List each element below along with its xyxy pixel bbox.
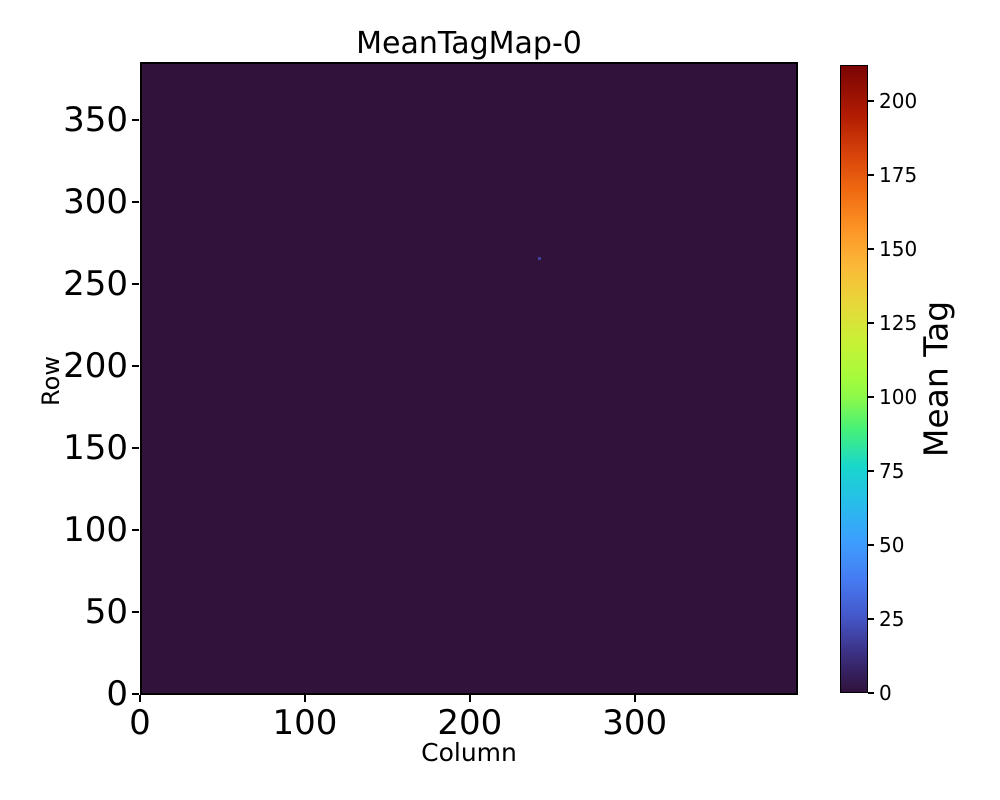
y-tick-label: 350	[63, 100, 128, 141]
colorbar-tick-mark	[868, 617, 874, 620]
x-tick-mark	[633, 695, 636, 702]
y-tick-mark	[132, 283, 139, 286]
x-tick-label: 200	[437, 703, 503, 743]
colorbar-tick-label: 175	[879, 162, 918, 187]
y-tick-label: 300	[63, 182, 128, 223]
x-tick-label: 100	[272, 703, 338, 743]
heatmap-anomaly-point	[538, 257, 541, 260]
colorbar-tick-mark	[868, 395, 874, 398]
colorbar-tick-label: 25	[879, 606, 905, 631]
y-tick-mark	[132, 365, 139, 368]
x-tick-mark	[139, 695, 141, 702]
colorbar-tick-label: 125	[879, 310, 918, 335]
colorbar-tick-mark	[868, 173, 874, 176]
colorbar-tick-label: 75	[879, 458, 905, 483]
colorbar-gradient	[840, 65, 868, 693]
colorbar-label: Mean Tag	[916, 300, 956, 458]
y-tick-mark	[132, 201, 139, 204]
x-tick-label: 0	[129, 703, 151, 743]
x-tick-mark	[303, 695, 306, 702]
colorbar-tick-mark	[868, 99, 874, 102]
colorbar-tick-mark	[868, 247, 874, 250]
y-tick-label: 50	[84, 592, 128, 632]
y-tick-mark	[132, 693, 139, 695]
y-axis-label: Row	[37, 356, 65, 406]
y-tick-label: 250	[63, 264, 128, 305]
x-tick-mark	[468, 695, 471, 702]
x-tick-label: 300	[602, 703, 668, 743]
heatmap-plot-area	[140, 62, 798, 695]
y-tick-label: 150	[63, 428, 128, 468]
y-tick-mark	[132, 119, 139, 122]
colorbar-tick-label: 100	[879, 384, 918, 409]
y-tick-mark	[132, 447, 139, 449]
colorbar-tick-mark	[868, 692, 874, 694]
colorbar-tick-label: 50	[879, 532, 905, 557]
x-axis-label: Column	[421, 738, 517, 767]
y-tick-label: 100	[63, 510, 128, 550]
colorbar-tick-label: 150	[879, 236, 918, 261]
y-tick-label: 0	[106, 674, 128, 714]
y-tick-mark	[132, 529, 139, 531]
colorbar-tick-label: 0	[879, 681, 892, 705]
chart-title: MeanTagMap-0	[356, 26, 582, 61]
y-tick-mark	[132, 611, 139, 613]
colorbar-tick-mark	[868, 321, 874, 324]
colorbar-tick-label: 200	[879, 88, 918, 113]
colorbar-tick-mark	[868, 469, 874, 472]
y-tick-label: 200	[63, 346, 128, 387]
colorbar-tick-mark	[868, 543, 874, 546]
